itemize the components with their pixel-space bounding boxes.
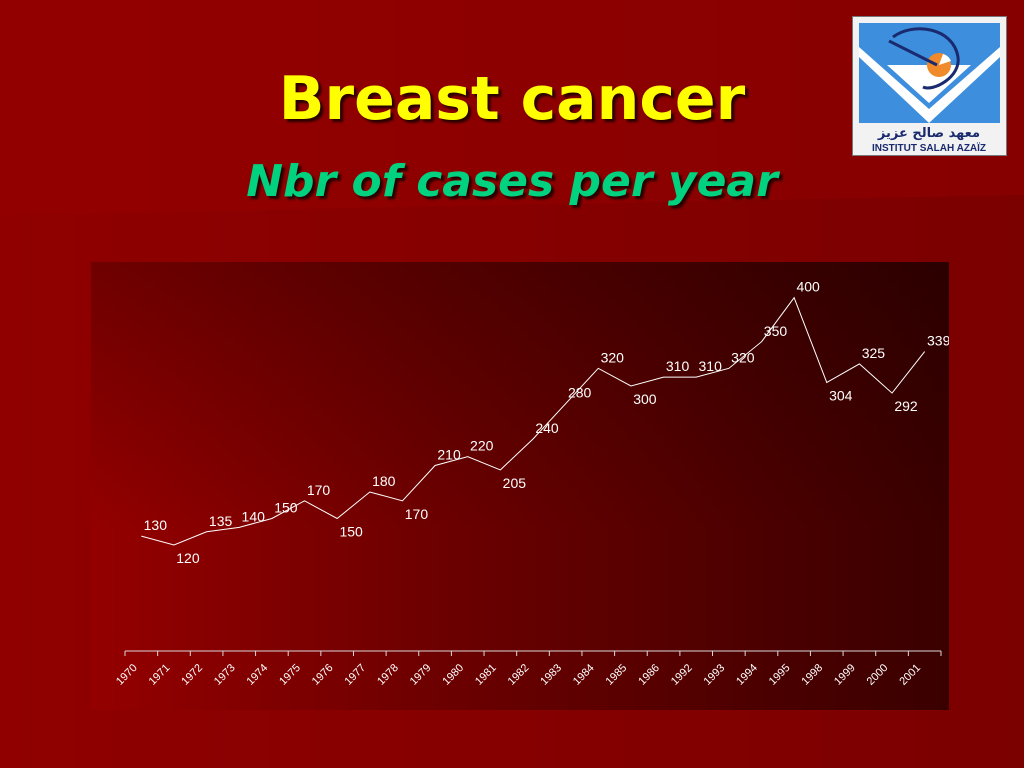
x-tick-label: 1993 [701,662,727,688]
data-label: 320 [731,349,755,365]
x-tick-label: 1977 [342,662,368,688]
data-label: 310 [699,358,723,374]
institute-logo: معهد صالح عزيز INSTITUT SALAH AZAÏZ [852,16,1007,156]
data-label: 240 [535,420,559,436]
x-tick-label: 1976 [310,662,336,688]
x-tick-label: 1998 [799,662,825,688]
x-tick-label: 1978 [375,662,401,688]
data-label: 310 [666,358,690,374]
x-tick-label: 1971 [147,662,173,688]
data-label: 205 [503,475,527,491]
slide-subtitle: Nbr of cases per year [246,156,778,207]
x-tick-label: 1995 [767,662,793,688]
x-tick-label: 1983 [538,662,564,688]
data-label: 140 [242,508,266,524]
x-tick-label: 1974 [245,662,271,688]
data-label: 300 [633,391,657,407]
x-tick-label: 1979 [408,662,434,688]
data-label: 292 [894,398,918,414]
data-label: 320 [601,349,625,365]
line-chart: 130 120 135 140 150 170 150 180 170 210 220 205 240 2… [114,279,949,688]
data-label: 150 [339,524,363,540]
slide-title: Breast cancer [278,64,746,134]
x-tick-label: 1982 [506,662,532,688]
x-tick-label: 1973 [212,662,238,688]
data-label: 180 [372,473,396,489]
x-tick-label: 1975 [277,662,303,688]
data-label: 150 [274,500,298,516]
data-label: 280 [568,385,592,401]
x-tick-label: 2001 [897,662,923,688]
x-tick-label: 1984 [571,662,597,688]
data-label: 220 [470,438,494,454]
data-label: 339 [927,333,949,349]
x-tick-label: 1981 [473,662,499,688]
data-label: 170 [307,482,331,498]
data-label: 170 [405,506,429,522]
data-label: 325 [862,345,886,361]
x-tick-label: 1994 [734,662,760,688]
x-tick-label: 1980 [440,662,466,688]
x-tick-label: 1972 [179,662,205,688]
x-tick-label: 1992 [669,662,695,688]
x-tick-label: 2000 [865,662,891,688]
data-label: 400 [796,279,820,295]
data-label: 304 [829,387,853,403]
cases-series-line [141,296,926,546]
x-tick-label: 1970 [114,662,140,688]
data-label: 120 [176,550,200,566]
x-tick-label: 1985 [604,662,630,688]
x-tick-label: 1986 [636,662,662,688]
data-label: 130 [144,517,168,533]
data-label: 210 [437,447,461,463]
x-tick-label: 1999 [832,662,858,688]
logo-latin-text: INSTITUT SALAH AZAÏZ [872,141,986,154]
data-label: 350 [764,323,788,339]
chart-panel: 130 120 135 140 150 170 150 180 170 210 220 205 240 2… [91,262,949,710]
data-label: 135 [209,513,233,529]
logo-arabic-text: معهد صالح عزيز [877,126,980,141]
